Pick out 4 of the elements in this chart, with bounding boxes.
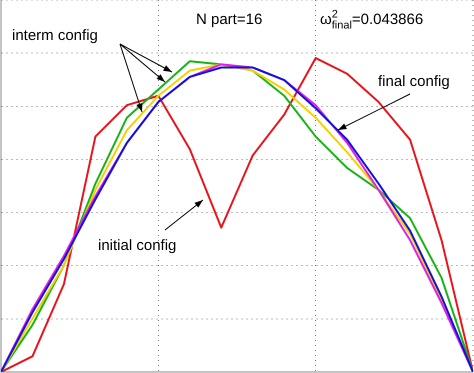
text: N part=16 <box>196 11 262 28</box>
annotation: final config <box>378 73 450 90</box>
annotation: initial config <box>98 237 176 254</box>
text: interm config <box>12 27 98 44</box>
